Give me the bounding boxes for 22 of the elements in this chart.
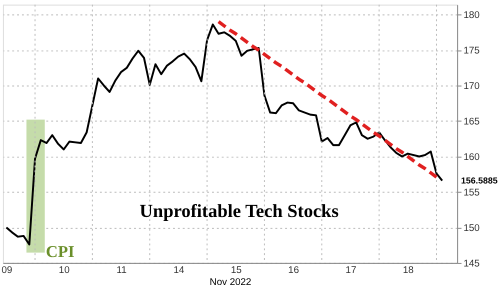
line-series — [216, 20, 438, 179]
y-tick-label: 155 — [463, 187, 480, 198]
x-tick-label: 14 — [173, 265, 185, 276]
x-axis-title: Nov 2022 — [210, 276, 252, 285]
y-tick-label: 180 — [463, 10, 480, 21]
annotation: CPI — [46, 242, 74, 262]
y-tick-label: 160 — [463, 152, 480, 163]
x-tick-label: 15 — [230, 265, 242, 276]
line-series — [5, 24, 444, 246]
y-tick-label: 150 — [463, 222, 480, 234]
y-tick-label: 175 — [463, 45, 480, 56]
x-tick-label: 17 — [346, 265, 356, 276]
x-tick-label: 18 — [402, 265, 414, 276]
text: Unprofitable Tech Stocks — [140, 202, 339, 222]
x-tick-label: 09 — [1, 265, 12, 276]
x-tick-label: 16 — [288, 265, 300, 276]
y-tick-label: 165 — [463, 116, 480, 128]
y-tick-label: 170 — [463, 80, 480, 92]
x-tick-label: 10 — [58, 265, 70, 276]
x-tick-label: 11 — [116, 265, 127, 276]
y-tick-label: 145 — [463, 258, 480, 270]
text: 156.5885 — [461, 176, 498, 186]
